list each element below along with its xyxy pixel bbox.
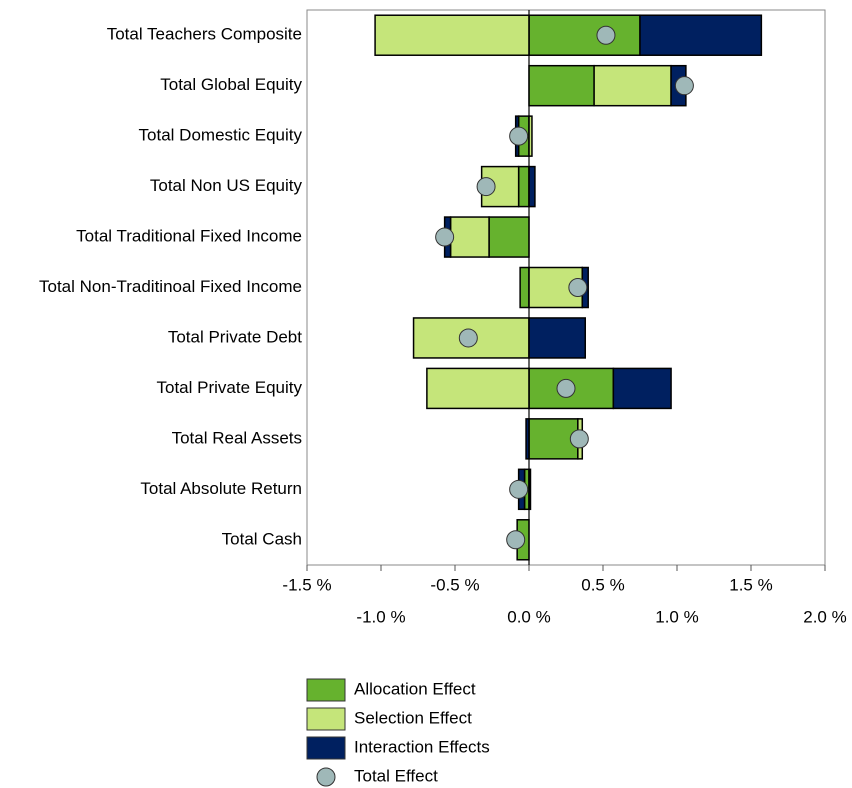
total-marker: [509, 479, 529, 499]
legend-swatch: [306, 707, 346, 731]
x-tick-label: 0.0 %: [507, 607, 550, 626]
legend-label: Selection Effect: [354, 708, 472, 727]
bar-segment: [528, 165, 536, 208]
category-label: Total Non-Traditinoal Fixed Income: [39, 277, 302, 296]
bar-segment: [519, 266, 530, 309]
category-label: Total Non US Equity: [150, 176, 303, 195]
bar-segment: [449, 216, 490, 258]
bar-segment: [528, 64, 595, 107]
total-marker: [476, 177, 496, 197]
total-marker: [556, 378, 576, 398]
bar-segment: [488, 216, 530, 258]
legend-marker: [316, 767, 336, 787]
category-label: Total Real Assets: [172, 428, 302, 447]
x-tick-label: 0.5 %: [581, 575, 624, 594]
x-tick-label: -0.5 %: [430, 575, 479, 594]
category-label: Total Traditional Fixed Income: [76, 227, 302, 246]
total-marker: [568, 278, 588, 297]
legend-swatch: [306, 678, 346, 702]
legend-label: Allocation Effect: [354, 679, 476, 698]
total-marker: [435, 227, 455, 247]
legend-label: Total Effect: [354, 766, 438, 785]
category-label: Total Teachers Composite: [107, 25, 302, 44]
bar-segment: [528, 317, 586, 359]
category-label: Total Cash: [222, 529, 302, 548]
legend-label: Interaction Effects: [354, 737, 490, 756]
x-tick-label: 2.0 %: [803, 607, 846, 626]
total-marker: [509, 126, 529, 146]
total-marker: [506, 530, 526, 550]
total-marker: [674, 76, 694, 96]
category-label: Total Private Equity: [156, 378, 302, 397]
bar-segment: [374, 14, 530, 56]
bar-segment: [426, 367, 530, 410]
bar-segment: [528, 14, 641, 56]
category-label: Total Global Equity: [160, 75, 302, 94]
x-tick-label: -1.0 %: [356, 607, 405, 626]
plot-frame: [306, 9, 826, 566]
bar-segment: [639, 14, 763, 56]
x-tick-label: -1.5 %: [282, 575, 331, 594]
x-tick-label: 1.5 %: [729, 575, 772, 594]
category-label: Total Domestic Equity: [139, 126, 303, 145]
total-marker: [458, 328, 478, 348]
category-label: Total Absolute Return: [140, 479, 302, 498]
bar-segment: [517, 165, 530, 208]
total-marker: [569, 429, 589, 449]
bar-segment: [612, 367, 672, 410]
total-marker: [596, 25, 616, 45]
legend-swatch: [306, 736, 346, 760]
category-label: Total Private Debt: [168, 327, 302, 346]
x-tick-label: 1.0 %: [655, 607, 698, 626]
bar-segment: [593, 64, 672, 107]
